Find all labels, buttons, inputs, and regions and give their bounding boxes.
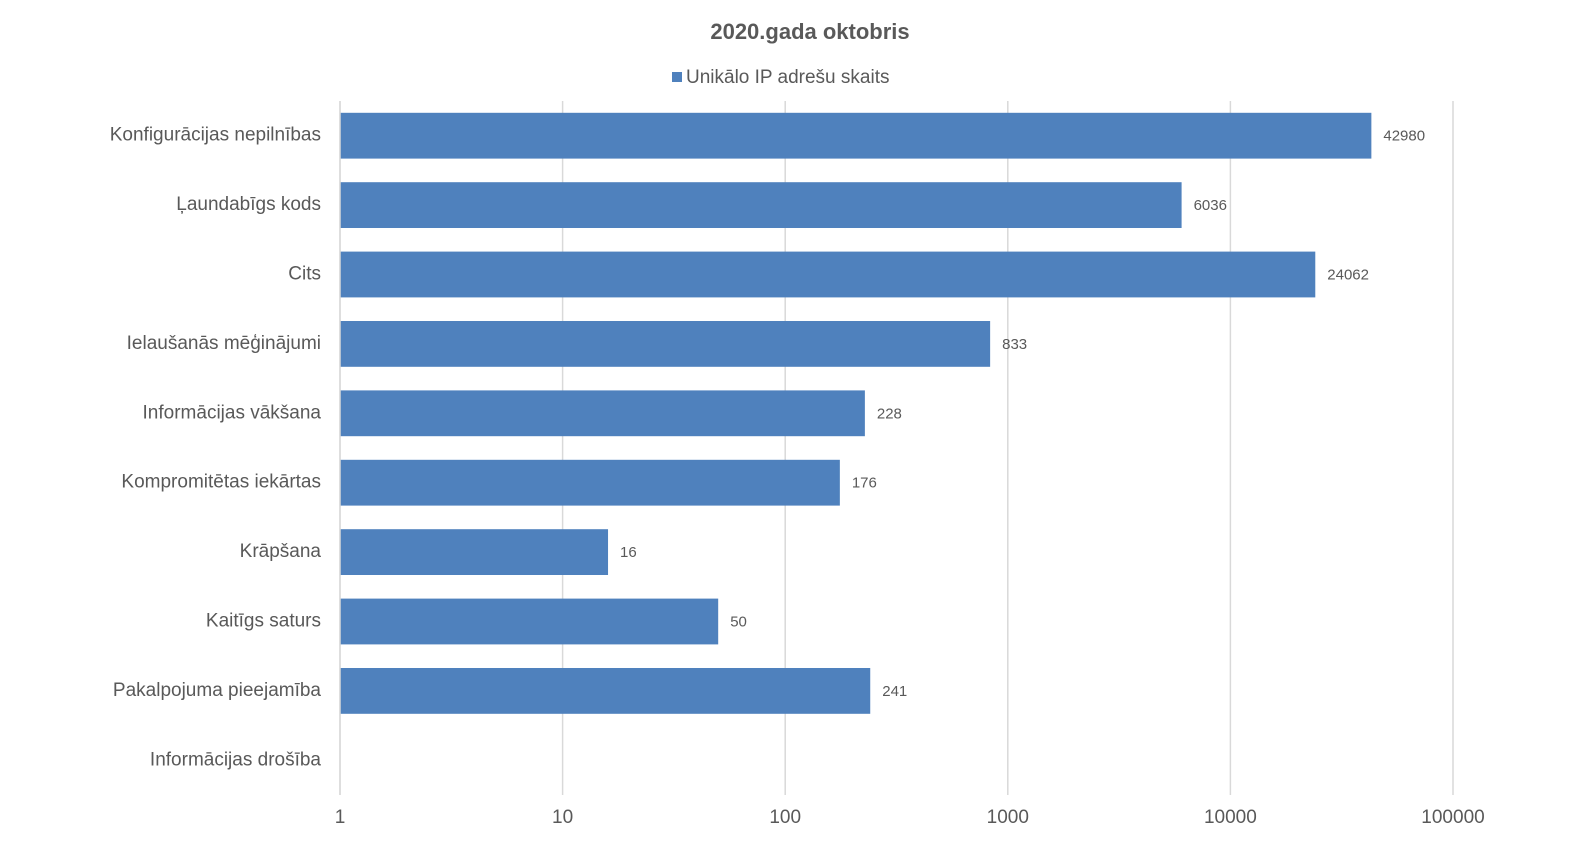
data-label: 16 — [620, 544, 637, 561]
y-tick-label: Krāpšana — [240, 541, 322, 562]
data-label: 6036 — [1194, 197, 1227, 214]
x-tick-label: 10 — [552, 807, 573, 828]
bar — [340, 182, 1182, 229]
data-label: 228 — [877, 405, 902, 422]
bar — [340, 598, 719, 645]
data-label: 42980 — [1383, 128, 1425, 145]
data-label: 241 — [882, 683, 907, 700]
legend-label: Unikālo IP adrešu skaits — [686, 67, 889, 88]
bar — [340, 251, 1316, 298]
data-label: 24062 — [1327, 266, 1369, 283]
y-tick-label: Cits — [288, 264, 321, 285]
bar — [340, 459, 840, 506]
data-label: 50 — [730, 613, 747, 630]
data-label: 176 — [852, 475, 877, 492]
y-tick-label: Konfigurācijas nepilnības — [110, 125, 321, 146]
bar — [340, 390, 865, 437]
y-tick-label: Kompromitētas iekārtas — [121, 472, 321, 493]
y-tick-label: Ļaundabīgs kods — [176, 194, 321, 215]
x-tick-label: 10000 — [1204, 807, 1257, 828]
bar — [340, 529, 609, 576]
x-tick-label: 1 — [335, 807, 346, 828]
chart-title: 2020.gada oktobris — [710, 19, 909, 44]
y-tick-label: Informācijas vākšana — [143, 402, 322, 423]
x-tick-label: 100000 — [1421, 807, 1484, 828]
bar — [340, 112, 1372, 159]
bar — [340, 320, 991, 367]
x-tick-label: 1000 — [987, 807, 1029, 828]
y-tick-label: Informācijas drošība — [150, 749, 322, 770]
legend-swatch — [672, 72, 682, 82]
y-tick-label: Kaitīgs saturs — [206, 611, 321, 632]
data-label: 833 — [1002, 336, 1027, 353]
y-tick-label: Pakalpojuma pieejamība — [113, 680, 322, 701]
bar — [340, 667, 871, 714]
y-tick-label: Ielaušanās mēģinājumi — [127, 333, 321, 354]
x-tick-label: 100 — [769, 807, 801, 828]
